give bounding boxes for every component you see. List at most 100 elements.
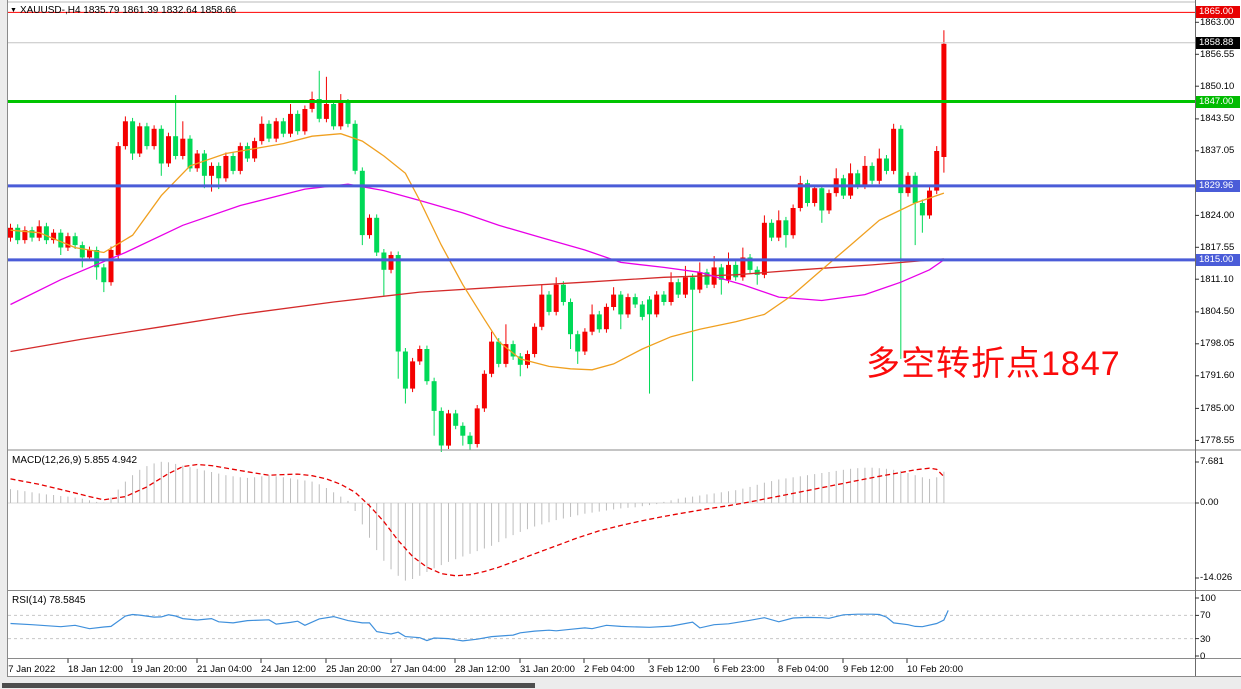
candle-body — [589, 314, 595, 332]
time-axis-label: 17 Jan 2022 — [3, 664, 56, 675]
macd-axis-zero: 0.00 — [1200, 497, 1219, 508]
price-tick-label: 1824.00 — [1200, 210, 1235, 221]
horizontal-scrollbar-thumb[interactable] — [2, 683, 535, 688]
candle-body — [323, 104, 329, 119]
candle-body — [560, 284, 566, 302]
candle-body — [359, 170, 365, 236]
candle-body — [912, 175, 918, 203]
window-left-border — [0, 0, 8, 689]
rsi-tick-label: 70 — [1200, 610, 1211, 621]
moving-averages — [10, 133, 945, 371]
candle-body — [273, 121, 279, 139]
candle-body — [180, 138, 186, 156]
candle-body — [302, 109, 308, 132]
ma-fast-line — [10, 133, 945, 371]
macd-signal-line — [10, 463, 945, 577]
time-axis-label: 31 Jan 20:00 — [520, 664, 575, 675]
rsi-line — [10, 610, 949, 642]
price-tick-label: 1791.60 — [1200, 370, 1235, 381]
candle-body — [374, 217, 380, 253]
time-axis-label: 21 Jan 04:00 — [197, 664, 252, 675]
candle-body — [295, 113, 301, 132]
time-axis-label: 25 Jan 20:00 — [326, 664, 381, 675]
candle-body — [611, 294, 617, 307]
candle-body — [697, 272, 703, 290]
candle-body — [776, 220, 782, 238]
time-axis-label: 8 Feb 04:00 — [778, 664, 829, 675]
candle-body — [718, 267, 724, 280]
candle-body — [410, 361, 416, 389]
candle-body — [474, 408, 480, 444]
symbol-ohlc-line: ▼ XAUUSD-,H4 1835.79 1861.39 1832.64 1858… — [10, 5, 236, 16]
candle-body — [29, 230, 35, 238]
candle-body — [288, 113, 293, 134]
candle-body — [790, 208, 796, 236]
candle-body — [826, 193, 832, 211]
candle-body — [417, 349, 423, 362]
price-tick-label: 1837.05 — [1200, 145, 1235, 156]
candle-body — [424, 349, 430, 382]
candle-body — [166, 136, 171, 164]
rsi-tick-label: 100 — [1200, 593, 1216, 604]
candle-body — [919, 203, 925, 216]
candle-body — [733, 264, 739, 278]
candle-body — [618, 294, 624, 315]
price-tick-label: 1843.50 — [1200, 113, 1235, 124]
price-badge-1865.00: 1865.00 — [1196, 6, 1240, 18]
candle-body — [87, 250, 92, 258]
candle-body — [862, 165, 868, 186]
candle-body — [130, 121, 136, 154]
candle-body — [639, 304, 645, 317]
time-axis-label: 10 Feb 20:00 — [907, 664, 963, 675]
candle-body — [575, 334, 581, 352]
price-tick-label: 1863.00 — [1200, 17, 1235, 28]
candle-body — [280, 121, 286, 134]
price-tick-label: 1850.10 — [1200, 81, 1235, 92]
candle-body — [632, 297, 638, 305]
price-level-lines — [8, 11, 1195, 262]
price-tick-label: 1778.55 — [1200, 435, 1235, 446]
candle-body — [8, 227, 13, 238]
candle-body — [209, 165, 214, 176]
candle-body — [525, 354, 530, 365]
candle-body — [769, 222, 775, 238]
candle-body — [682, 277, 688, 295]
candle-body — [891, 128, 897, 171]
time-axis-label: 24 Jan 12:00 — [261, 664, 316, 675]
candle-body — [173, 136, 179, 156]
macd-axis-max: 7.681 — [1200, 456, 1224, 467]
candle-body — [740, 257, 746, 278]
candle-body — [194, 153, 200, 169]
rsi-tick-label: 30 — [1200, 634, 1211, 645]
candle-body — [237, 146, 243, 171]
candle-body — [884, 158, 889, 171]
time-axis-label: 27 Jan 04:00 — [391, 664, 446, 675]
candle-body — [367, 217, 372, 236]
candle-body — [747, 257, 753, 270]
candle-body — [783, 220, 789, 236]
time-axis-label: 9 Feb 12:00 — [843, 664, 894, 675]
candle-body — [675, 282, 681, 295]
candle-body — [510, 344, 516, 357]
ma-slow-line — [10, 258, 944, 353]
candle-body — [647, 299, 652, 315]
candle-body — [72, 236, 78, 246]
price-tick-label: 1785.00 — [1200, 403, 1235, 414]
candle-body — [690, 277, 696, 290]
candle-body — [661, 294, 667, 302]
price-tick-label: 1856.55 — [1200, 49, 1235, 60]
candle-body — [934, 151, 940, 191]
candle-body — [345, 102, 351, 124]
candle-body — [230, 156, 236, 171]
candle-body — [797, 183, 803, 208]
candle-body — [187, 138, 193, 169]
candle-body — [309, 99, 315, 109]
candle-body — [259, 123, 265, 142]
price-tick-label: 1804.50 — [1200, 306, 1235, 317]
price-tick-label: 1817.55 — [1200, 242, 1235, 253]
candle-body — [58, 232, 64, 248]
candle-body — [402, 351, 408, 389]
candle-body — [546, 294, 552, 312]
candle-body — [151, 128, 157, 147]
